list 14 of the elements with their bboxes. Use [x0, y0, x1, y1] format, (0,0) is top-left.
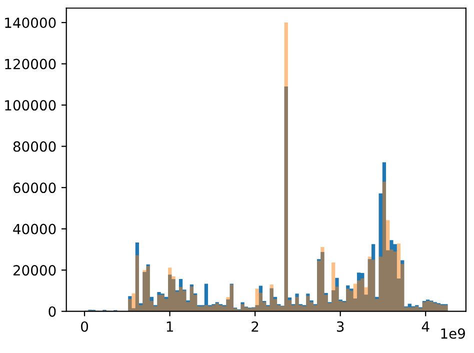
- y-tick-label: 60000: [13, 182, 56, 194]
- x-tick-label: 0: [81, 321, 88, 332]
- y-tick-label: 40000: [13, 224, 56, 234]
- x-tick-label: 4: [422, 321, 430, 332]
- x-tick-label: 1: [166, 321, 173, 332]
- y-tick-label: 120000: [5, 58, 56, 70]
- y-tick-label: 100000: [5, 100, 56, 111]
- y-tick-label: 80000: [13, 141, 56, 152]
- y-tick-label: 140000: [5, 18, 56, 28]
- x-tick-label: 2: [252, 321, 258, 332]
- x-tick-label: 3: [336, 321, 344, 332]
- text: 1e9: [441, 328, 465, 339]
- y-tick-label: 0: [48, 306, 56, 317]
- y-tick-label: 20000: [13, 265, 56, 276]
